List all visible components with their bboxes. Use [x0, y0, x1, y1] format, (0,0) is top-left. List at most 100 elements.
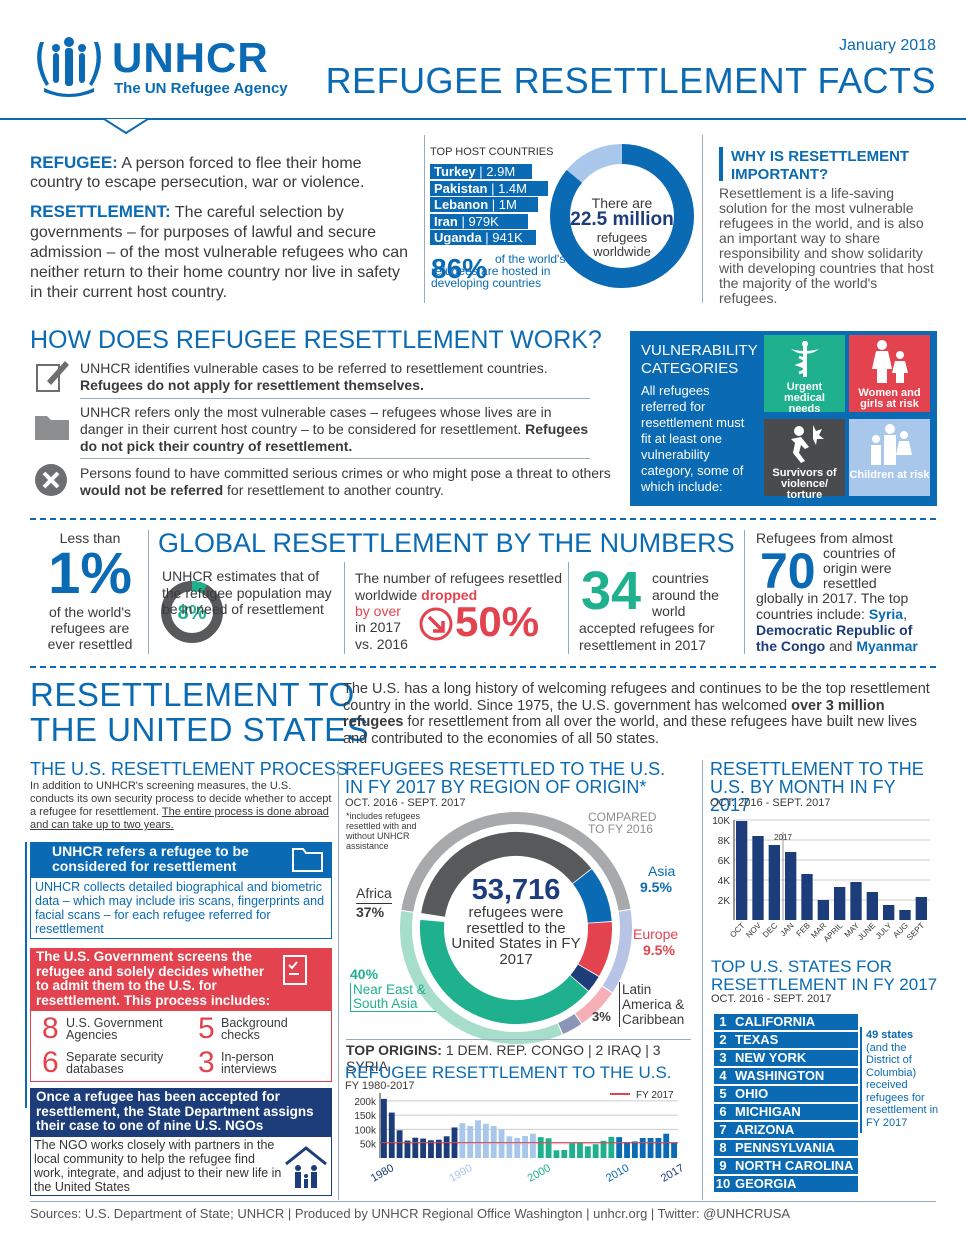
year-bar [639, 1138, 646, 1158]
agencies-label: U.S. Government Agencies [66, 1016, 163, 1042]
card-violence: Survivors of violence/ torture [764, 419, 845, 501]
state-row: 3 NEW YORK [714, 1050, 858, 1066]
month-bar [785, 852, 797, 920]
state-row: 6 MICHIGAN [714, 1104, 858, 1120]
process-title: THE U.S. RESETTLEMENT PROCESS [30, 759, 348, 779]
process-arrow-line [25, 842, 28, 1108]
woman-girl-icon [871, 340, 908, 383]
year-bar [584, 1146, 591, 1158]
state-rank: 2 [719, 1032, 727, 1047]
numbers-divider-a [148, 530, 149, 654]
year-bar [443, 1136, 450, 1158]
year-bar [396, 1130, 403, 1158]
y-tick-label: 150k [354, 1111, 377, 1122]
developing-pct: 86% [431, 253, 488, 284]
year-bar [482, 1123, 489, 1158]
why-text: Resettlement is a life-saving solution f… [719, 185, 934, 306]
int-n: 3 [198, 1046, 215, 1079]
year-bar [577, 1142, 583, 1158]
states-note-a: 49 states [866, 1029, 914, 1041]
col-divider-a [338, 760, 339, 1200]
year-bar [506, 1136, 513, 1158]
step1-body: UNHCR collects detailed biographical and… [30, 877, 332, 939]
folder-icon [35, 416, 69, 440]
resettlement-definition: RESETTLEMENT: The careful selection by g… [30, 202, 410, 303]
n34-b: accepted refugees for resettlement in 20… [579, 620, 715, 653]
card-children-label: Children at risk [849, 469, 930, 481]
latam-pct: 3% [592, 1009, 611, 1024]
numbers-divider-d [744, 530, 745, 654]
state-row: 4 WASHINGTON [714, 1068, 858, 1084]
host-country-value: | 941K [481, 230, 523, 245]
ring-top-text: There are [591, 195, 653, 211]
r70-text: globally in 2017. The top countries incl… [756, 590, 918, 654]
drop-text: The number of refugees resettled worldwi… [355, 570, 565, 620]
year-bar [537, 1137, 544, 1158]
step2-b: Refugees do not pick their country of re… [80, 421, 589, 454]
numbers-title: GLOBAL RESETTLEMENT BY THE NUMBERS [158, 528, 735, 558]
step2-header [30, 948, 332, 1010]
year-bar [522, 1136, 528, 1158]
eight-pct: 8% [177, 602, 207, 624]
states-bracket [860, 1027, 864, 1133]
state-name: ARIZONA [735, 1122, 795, 1137]
x-circle-icon [35, 464, 67, 496]
state-row: 1 CALIFORNIA [714, 1014, 858, 1030]
x-tick-label: 2000 [526, 1162, 553, 1185]
host-country-name: Uganda [434, 230, 482, 245]
x-tick-label: 1990 [447, 1162, 474, 1185]
step1-title: UNHCR refers a refugee to be considered … [52, 843, 249, 874]
numbers-divider-c [568, 562, 569, 654]
step1-header [30, 842, 332, 877]
asia-pct: 9.5% [640, 879, 672, 895]
region-donut [400, 812, 632, 1044]
why-accent [719, 147, 723, 181]
state-rank: 6 [719, 1104, 727, 1119]
col-divider-b [702, 760, 703, 1200]
step1-text: UNHCR identifies vulnerable cases to be … [80, 360, 600, 394]
state-row: 8 PENNSYLVANIA [714, 1140, 858, 1156]
ne-label: Near East & South Asia [350, 983, 436, 1012]
r70-b: countries of origin were resettled [823, 545, 896, 591]
step2-text: UNHCR refers only the most vulnerable ca… [80, 404, 590, 455]
process-intro-a: In addition to UNHCR's screening measure… [30, 780, 332, 818]
section-divider-2 [30, 666, 936, 668]
month-label: JULY [874, 921, 894, 941]
n34: 34 [581, 561, 642, 621]
refugee-definition: REFUGEE: A person forced to flee their h… [30, 153, 400, 192]
agencies-n: 8 [42, 1012, 59, 1045]
step1-b: Refugees do not apply for resettlement t… [80, 377, 424, 393]
step3-a: Persons found to have committed serious … [80, 465, 611, 481]
europe-pct: 9.5% [643, 942, 675, 958]
state-row: 10 GEORGIA [714, 1176, 858, 1192]
history-chart: 50k 100k 150k 200k FY 2017 1980 1990 2000 2010 20… [354, 1090, 686, 1185]
states-period: OCT. 2016 - SEPT. 2017 [711, 993, 832, 1005]
outer-asia [602, 909, 632, 993]
slice-near-east [420, 919, 589, 1024]
one-pct-text: of the world's refugees are ever resettl… [47, 604, 133, 652]
card-medical-label: Urgent medical needs [784, 381, 825, 415]
family-home-icon [285, 1146, 327, 1188]
int-label: In-person interviews [221, 1050, 277, 1076]
footer-divider [30, 1201, 936, 1202]
n34-a: countries around the world [652, 570, 719, 619]
state-rank: 9 [719, 1158, 727, 1173]
year-bar [420, 1138, 427, 1158]
step3-header [30, 1088, 332, 1136]
step3-body: The NGO works closely with partners in t… [34, 1138, 282, 1194]
down-arrow-icon [419, 607, 453, 641]
host-country-3: Iran | 979K [430, 213, 528, 229]
checks-label: Background checks [221, 1016, 288, 1042]
year-bar [671, 1142, 677, 1158]
us-intro: The U.S. has a long history of welcoming… [343, 681, 935, 747]
states-note-b: (and the District of Columbia) received … [866, 1041, 939, 1129]
host-country-name: Iran [434, 213, 458, 229]
db-n: 6 [42, 1046, 59, 1079]
latam-label: Latin America & Caribbean [619, 982, 695, 1027]
states-title: TOP U.S. STATES FOR RESETTLEMENT IN FY 2… [711, 957, 938, 994]
card-children: Children at risk [849, 419, 930, 496]
month-bar [801, 874, 813, 920]
africa-pct: 37% [356, 903, 393, 920]
state-name: GEORGIA [735, 1176, 797, 1191]
